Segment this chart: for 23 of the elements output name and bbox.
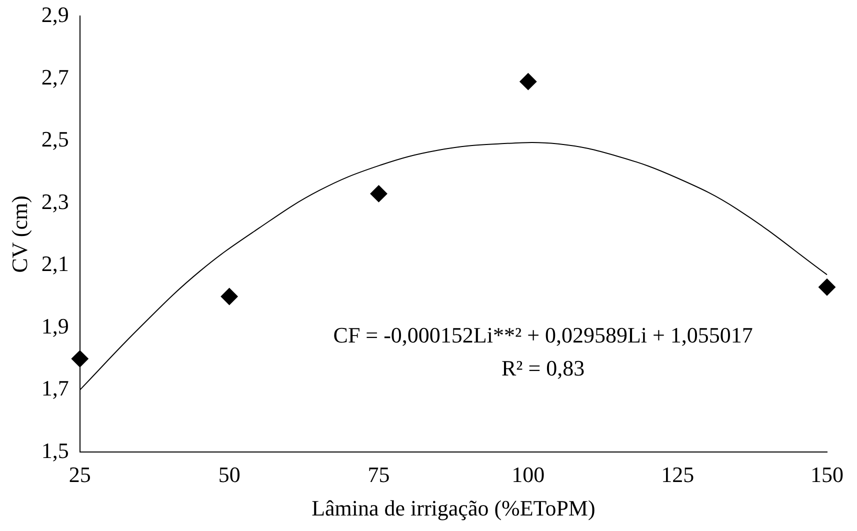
x-tick-label: 50 bbox=[218, 462, 240, 488]
y-tick-label: 2,3 bbox=[41, 188, 69, 214]
point bbox=[818, 278, 836, 296]
y-tick-label: 1,5 bbox=[41, 438, 69, 463]
x-tick-label: 150 bbox=[810, 462, 844, 488]
point bbox=[220, 288, 238, 305]
point bbox=[520, 73, 537, 90]
annotation: CF = -0,000152Li**² + 0,029589Li + 1,055017 bbox=[333, 322, 753, 348]
y-tick-label: 1,7 bbox=[41, 376, 69, 401]
y-tick-label: 1,9 bbox=[41, 313, 69, 338]
x-tick-label: 25 bbox=[68, 462, 91, 488]
point bbox=[370, 185, 388, 202]
x-tick-label: 125 bbox=[661, 462, 694, 488]
y-tick-label: 2,9 bbox=[41, 2, 69, 27]
x-axis-title: Lâmina de irrigação (%EToPM) bbox=[312, 496, 596, 521]
annotation: R² = 0,83 bbox=[502, 355, 585, 380]
y-tick-label: 2,7 bbox=[41, 64, 69, 90]
x-tick-label: 75 bbox=[368, 462, 390, 488]
y-tick-label: 2,5 bbox=[41, 126, 69, 152]
point bbox=[71, 350, 88, 368]
x-tick-label: 100 bbox=[512, 462, 545, 488]
y-axis-title: CV (cm) bbox=[6, 196, 32, 273]
y-tick-label: 2,1 bbox=[41, 251, 69, 276]
